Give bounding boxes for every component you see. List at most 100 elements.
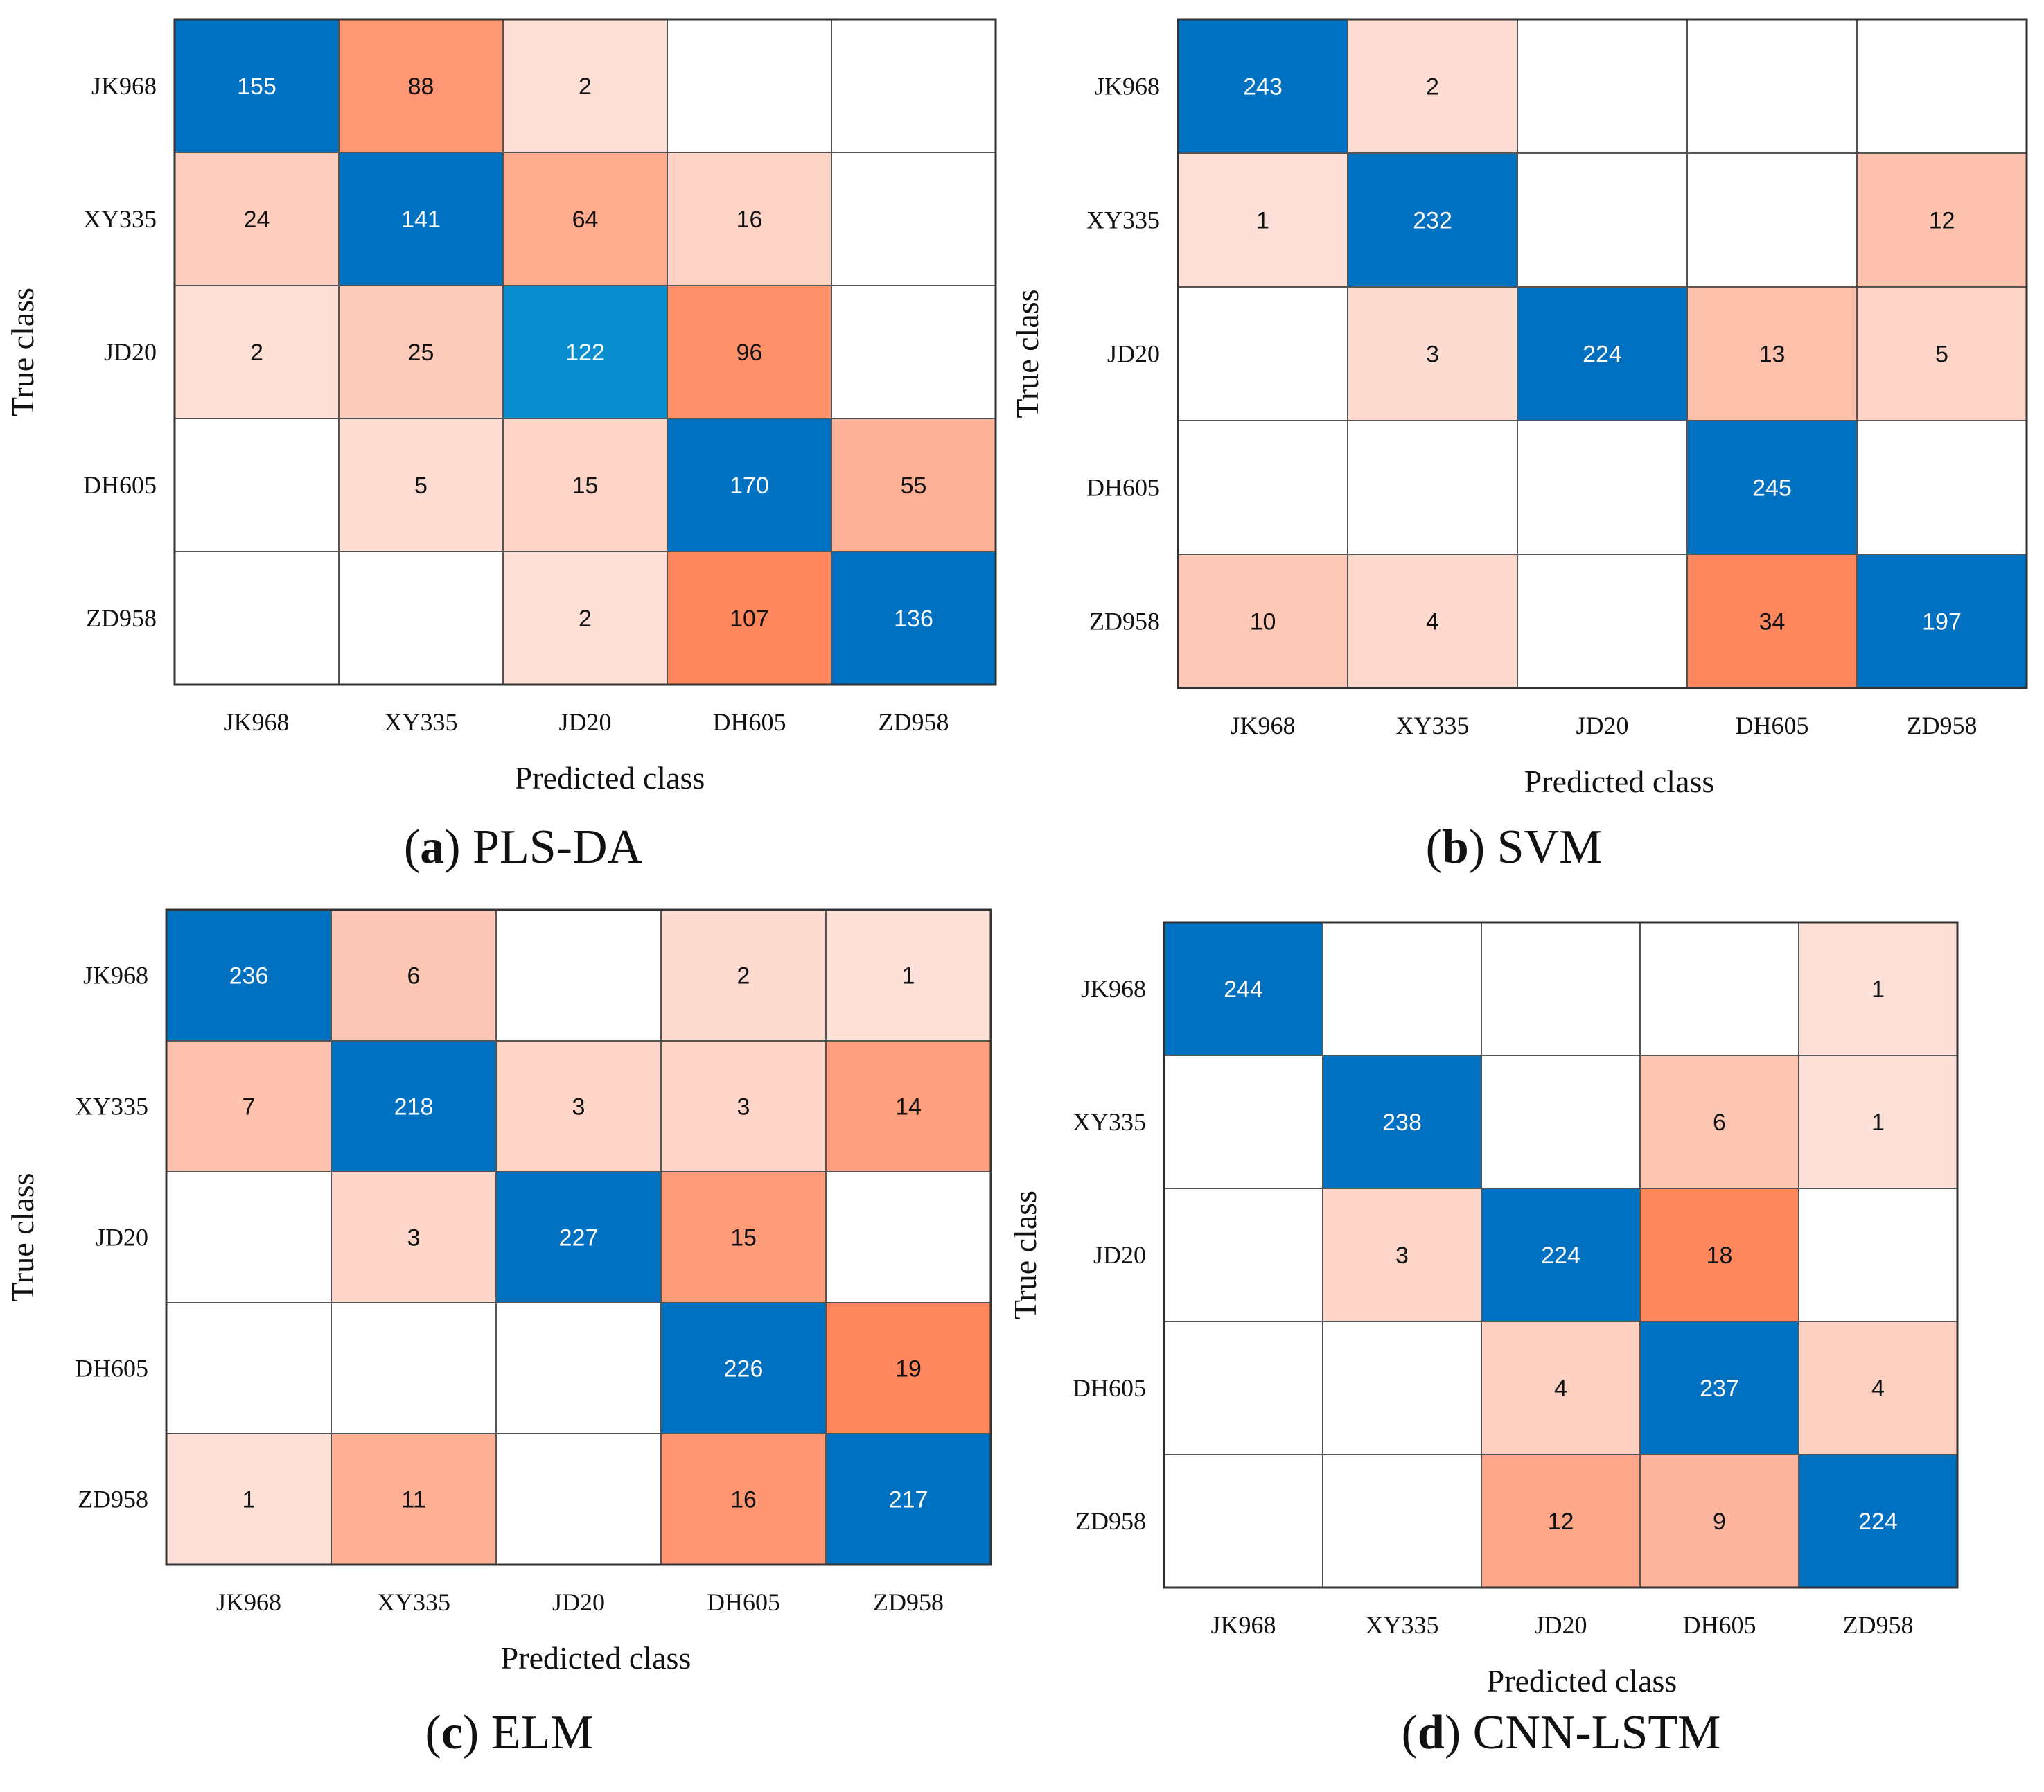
cell-value: 55 <box>901 473 927 499</box>
cell-value: 3 <box>737 1094 750 1121</box>
cell-value: 10 <box>1250 609 1276 635</box>
y-axis-label: True class <box>1010 289 1045 418</box>
matrix-cell <box>495 1433 662 1565</box>
cell-value: 197 <box>1922 609 1962 635</box>
matrix-cell <box>331 909 497 1042</box>
matrix-cell <box>1481 1188 1641 1322</box>
confusion-matrix-panel-b: 243 2 1 232 12 3 224 13 5 245 10 4 34 197 JK968 XY335 JD… <box>1010 18 2028 874</box>
cell-value: 3 <box>572 1094 585 1121</box>
matrix-cell <box>1856 19 2027 154</box>
matrix-cell <box>825 1302 992 1434</box>
matrix-cell <box>667 551 832 685</box>
x-axis-label: Predicted class <box>501 1640 691 1676</box>
matrix-cell <box>174 285 340 419</box>
cell-value: 12 <box>1929 208 1955 234</box>
caption-title: PLS-DA <box>473 820 642 874</box>
matrix-cell <box>660 909 827 1042</box>
cell-value: 12 <box>1548 1509 1574 1535</box>
row-tick-label: JD20 <box>1093 1241 1146 1269</box>
cell-value: 9 <box>1713 1509 1726 1535</box>
cell-value: 25 <box>408 340 434 366</box>
matrix-cell <box>495 1171 662 1303</box>
matrix-cell <box>331 1040 497 1172</box>
cell-value: 1 <box>1871 976 1885 1003</box>
cell-value: 6 <box>1713 1109 1726 1136</box>
cell-value: 224 <box>1858 1509 1898 1535</box>
cell-value: 2 <box>1426 74 1439 100</box>
row-tick-label: DH605 <box>1086 474 1160 502</box>
matrix-cell <box>1798 1188 1958 1322</box>
y-axis-label: True class <box>5 288 40 416</box>
row-tick-label: JK968 <box>1095 73 1160 100</box>
caption-title: SVM <box>1497 820 1603 874</box>
col-tick-label: ZD958 <box>1907 712 1977 739</box>
matrix-cell <box>831 19 996 153</box>
cell-value: 1 <box>902 963 915 990</box>
caption-close-paren: ) <box>1445 1706 1473 1759</box>
cell-value: 170 <box>730 473 769 499</box>
caption-close-paren: ) <box>463 1706 491 1759</box>
cell-value: 34 <box>1759 609 1786 635</box>
matrix-cell <box>1856 152 2027 288</box>
row-tick-label: JK968 <box>83 962 148 990</box>
matrix-cell <box>1347 286 1518 421</box>
matrix-cell <box>1856 420 2027 555</box>
matrix-cell <box>174 19 340 153</box>
matrix-cell <box>495 1302 662 1434</box>
caption-letter: a <box>420 820 444 874</box>
matrix-cell <box>1177 286 1348 421</box>
cell-value: 107 <box>730 606 769 632</box>
cell-value: 2 <box>579 606 592 632</box>
matrix-cell <box>502 285 668 419</box>
caption-letter: b <box>1442 820 1469 874</box>
matrix-cell <box>166 909 332 1042</box>
matrix-cell <box>1639 1321 1799 1455</box>
row-tick-label: ZD958 <box>1089 608 1160 635</box>
matrix-cell <box>166 1302 332 1434</box>
cell-value: 245 <box>1752 475 1792 502</box>
cell-value: 237 <box>1700 1376 1739 1402</box>
cell-value: 2 <box>250 340 263 366</box>
cell-value: 238 <box>1382 1109 1422 1136</box>
col-tick-label: JD20 <box>558 708 611 736</box>
matrix-cell <box>1639 1454 1799 1588</box>
cell-value: 1 <box>1256 208 1269 234</box>
cell-value: 224 <box>1541 1242 1580 1269</box>
matrix-cell <box>502 551 668 685</box>
col-tick-label: ZD958 <box>873 1588 944 1616</box>
panel-caption: (d) CNN-LSTM <box>1402 1706 1721 1759</box>
matrix-cell <box>338 551 504 685</box>
matrix-cell <box>1856 286 2027 421</box>
matrix-cell <box>831 285 996 419</box>
cell-value: 136 <box>894 606 933 632</box>
caption-close-paren: ) <box>1469 820 1497 874</box>
matrix-cell <box>331 1302 497 1434</box>
matrix-cell <box>660 1171 827 1303</box>
row-tick-label: XY335 <box>1086 207 1160 234</box>
cell-value: 11 <box>401 1487 425 1513</box>
matrix-cell <box>338 152 504 286</box>
cell-value: 7 <box>243 1094 256 1121</box>
col-tick-label: XY335 <box>1396 712 1470 739</box>
matrix-cell <box>331 1433 497 1565</box>
matrix-cell <box>166 1171 332 1303</box>
matrix-cell <box>338 19 504 153</box>
cell-value: 217 <box>889 1487 928 1513</box>
cell-value: 3 <box>1426 342 1439 368</box>
cell-value: 18 <box>1707 1242 1733 1269</box>
matrix-cell <box>1481 922 1641 1056</box>
matrix-frame <box>165 908 992 1566</box>
confusion-matrix-panel-a: 155 88 2 24 141 64 16 2 25 122 96 5 15 170 55 2 107 136 JK… <box>5 18 997 874</box>
caption-open-paren: ( <box>425 1706 441 1759</box>
cell-value: 15 <box>730 1225 757 1251</box>
cell-value: 15 <box>572 473 599 499</box>
cell-value: 4 <box>1871 1376 1885 1402</box>
matrix-cell <box>1798 1321 1958 1455</box>
matrix-cell <box>174 418 340 552</box>
cell-value: 122 <box>565 340 605 366</box>
x-axis-label: Predicted class <box>1524 764 1715 799</box>
cell-value: 236 <box>229 963 269 990</box>
matrix-cell <box>667 418 832 552</box>
cell-value: 218 <box>394 1094 434 1121</box>
matrix-cell <box>1517 554 1688 689</box>
